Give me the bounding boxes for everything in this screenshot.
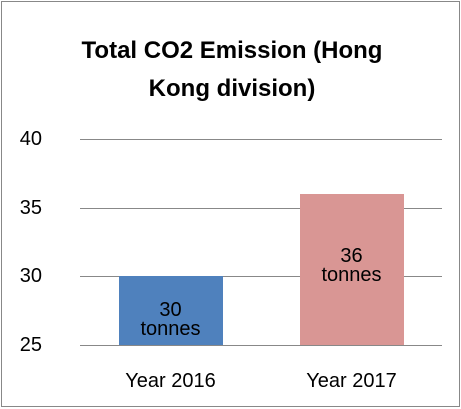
- y-tick-label: 30: [19, 265, 42, 288]
- grid-line: [80, 139, 442, 140]
- grid-line: [80, 276, 442, 278]
- y-tick-label: 40: [19, 128, 42, 150]
- y-tick-label: 25: [19, 334, 42, 356]
- bar: [118, 276, 223, 345]
- data-label: 30 tonnes: [140, 298, 201, 340]
- grid-line: [80, 207, 442, 209]
- bar: [299, 193, 404, 345]
- y-tick-label: 35: [19, 196, 42, 219]
- x-tick-label: Year 2016: [125, 370, 216, 392]
- data-label: 36 tonnes: [321, 245, 382, 287]
- chart-title: Total CO2 Emission (Hong Kong division): [81, 37, 383, 102]
- grid-line: [80, 345, 442, 346]
- x-tick-label: Year 2017: [306, 370, 397, 392]
